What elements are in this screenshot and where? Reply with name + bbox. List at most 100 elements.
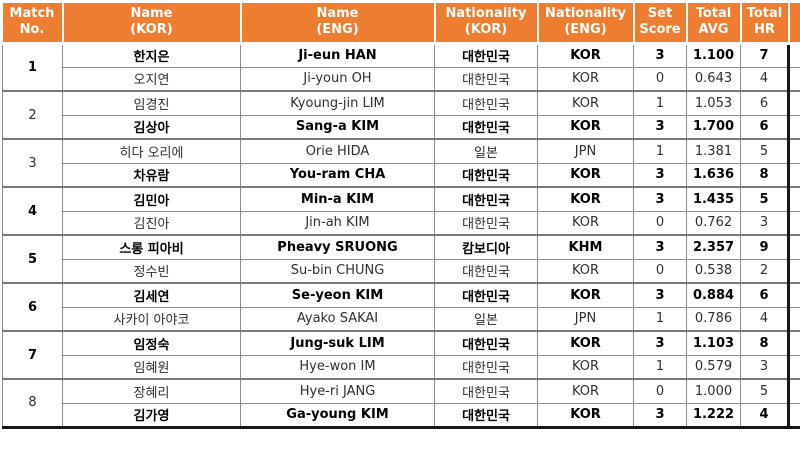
set-score-cell: 0 (633, 258, 687, 284)
set-score-cell: 3 (633, 234, 687, 260)
nationality-kor-cell: 대한민국 (434, 378, 538, 404)
table-row: 6 김세연 Se-yeon KIM 대한민국 KOR 3 0.884 6 (2, 282, 800, 332)
nationality-kor-cell: 대한민국 (434, 42, 538, 68)
name-eng-cell: Jung-suk LIM (240, 330, 435, 356)
match-no-cell: 7 (2, 330, 63, 380)
nationality-eng-cell: KOR (537, 354, 634, 380)
name-eng-cell: Kyoung-jin LIM (240, 90, 435, 116)
total-hr-cell: 4 (740, 306, 789, 332)
set-score-cell: 1 (633, 138, 687, 164)
set-score-cell: 3 (633, 114, 687, 140)
name-kor-cell: 스롱 피아비 (62, 234, 241, 260)
name-eng-cell: Min-a KIM (240, 186, 435, 212)
nationality-kor-cell: 대한민국 (434, 354, 538, 380)
total-hr-cell: 4 (740, 402, 789, 428)
total-hr-cell: 8 (740, 162, 789, 188)
total-avg-cell: 1.053 (686, 90, 741, 116)
total-hr-cell: 5 (740, 378, 789, 404)
set-score-cell: 3 (633, 42, 687, 68)
total-avg-cell: 0.762 (686, 210, 741, 236)
nationality-kor-cell: 대한민국 (434, 90, 538, 116)
cropped-column-cell (787, 114, 800, 140)
table-row: 4 김민아 Min-a KIM 대한민국 KOR 3 1.435 5 (2, 186, 800, 236)
match-no-cell: 4 (2, 186, 63, 236)
total-avg-cell: 2.357 (686, 234, 741, 260)
cropped-column-cell (787, 90, 800, 116)
set-score-cell: 0 (633, 378, 687, 404)
total-hr-cell: 5 (740, 138, 789, 164)
set-score-cell: 0 (633, 66, 687, 92)
name-eng-cell: Orie HIDA (240, 138, 435, 164)
nationality-kor-cell: 대한민국 (434, 258, 538, 284)
nationality-eng-cell: KOR (537, 90, 634, 116)
total-hr-cell: 3 (740, 354, 789, 380)
name-kor-cell: 정수빈 (62, 258, 241, 284)
table-row: 2 임경진 Kyoung-jin LIM 대한민국 KOR 1 1.053 6 (2, 90, 800, 140)
cropped-column-cell (787, 186, 800, 212)
nationality-eng-cell: KOR (537, 330, 634, 356)
name-kor-cell: 김민아 (62, 186, 241, 212)
name-kor-cell: 김가영 (62, 402, 241, 428)
name-eng-cell: Jin-ah KIM (240, 210, 435, 236)
total-avg-cell: 1.435 (686, 186, 741, 212)
match-no-cell: 2 (2, 90, 63, 140)
nationality-eng-cell: JPN (537, 138, 634, 164)
total-avg-cell: 0.579 (686, 354, 741, 380)
cropped-column-cell (787, 210, 800, 236)
set-score-cell: 1 (633, 90, 687, 116)
nationality-kor-cell: 대한민국 (434, 282, 538, 308)
name-kor-cell: 히다 오리에 (62, 138, 241, 164)
name-eng-cell: Pheavy SRUONG (240, 234, 435, 260)
name-kor-cell: 임정숙 (62, 330, 241, 356)
total-avg-cell: 0.786 (686, 306, 741, 332)
nationality-eng-cell: KOR (537, 186, 634, 212)
name-eng-cell: You-ram CHA (240, 162, 435, 188)
name-eng-cell: Hye-ri JANG (240, 378, 435, 404)
nationality-eng-cell: KOR (537, 378, 634, 404)
col-header-nationality-eng: Nationality (ENG) (537, 3, 635, 45)
name-kor-cell: 임혜원 (62, 354, 241, 380)
total-avg-cell: 0.538 (686, 258, 741, 284)
table-row: 김가영 Ga-young KIM 대한민국 KOR 3 1.222 4 (3, 402, 800, 428)
set-score-cell: 1 (633, 306, 687, 332)
total-avg-cell: 1.103 (686, 330, 741, 356)
name-kor-cell: 김진아 (62, 210, 241, 236)
name-kor-cell: 장혜리 (62, 378, 241, 404)
cropped-column-cell (787, 42, 800, 68)
name-eng-cell: Sang-a KIM (240, 114, 435, 140)
cropped-column-cell (787, 378, 800, 404)
table-row: 정수빈 Su-bin CHUNG 대한민국 KOR 0 0.538 2 (3, 258, 800, 284)
name-kor-cell: 차유람 (62, 162, 241, 188)
name-kor-cell: 임경진 (62, 90, 241, 116)
col-header-match-no: Match No. (2, 3, 64, 45)
total-avg-cell: 1.700 (686, 114, 741, 140)
total-avg-cell: 1.381 (686, 138, 741, 164)
nationality-eng-cell: KOR (537, 114, 634, 140)
cropped-column-cell (787, 402, 800, 428)
nationality-eng-cell: JPN (537, 306, 634, 332)
total-hr-cell: 6 (740, 114, 789, 140)
name-eng-cell: Hye-won IM (240, 354, 435, 380)
table-row: 오지연 Ji-youn OH 대한민국 KOR 0 0.643 4 (3, 66, 800, 92)
nationality-kor-cell: 대한민국 (434, 402, 538, 428)
nationality-kor-cell: 일본 (434, 306, 538, 332)
nationality-eng-cell: KOR (537, 258, 634, 284)
nationality-kor-cell: 대한민국 (434, 162, 538, 188)
total-hr-cell: 7 (740, 42, 789, 68)
set-score-cell: 1 (633, 354, 687, 380)
match-no-cell: 8 (2, 378, 63, 428)
nationality-eng-cell: KOR (537, 282, 634, 308)
total-hr-cell: 2 (740, 258, 789, 284)
total-avg-cell: 1.100 (686, 42, 741, 68)
set-score-cell: 3 (633, 186, 687, 212)
nationality-eng-cell: KOR (537, 42, 634, 68)
name-eng-cell: Ji-eun HAN (240, 42, 435, 68)
nationality-kor-cell: 대한민국 (434, 114, 538, 140)
name-kor-cell: 김세연 (62, 282, 241, 308)
col-header-name-eng: Name (ENG) (240, 3, 436, 45)
name-eng-cell: Ga-young KIM (240, 402, 435, 428)
table-row: 임혜원 Hye-won IM 대한민국 KOR 1 0.579 3 (3, 354, 800, 380)
col-header-total-avg: Total AVG (686, 3, 742, 45)
name-kor-cell: 사카이 아야코 (62, 306, 241, 332)
